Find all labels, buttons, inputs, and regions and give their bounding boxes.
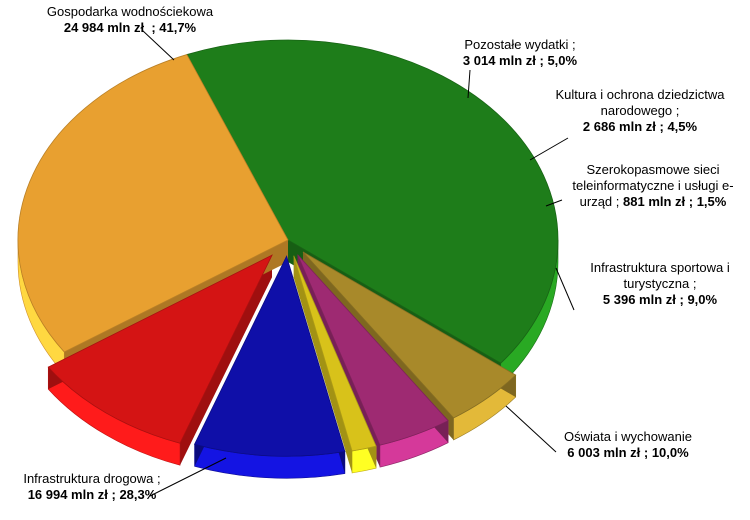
leader-line-6	[149, 457, 227, 497]
slice-name: Kultura i ochrona dziedzictwa	[555, 87, 725, 102]
slice-3	[293, 255, 377, 452]
slice-name-cont: urząd ;	[579, 194, 620, 209]
slice-value: 5 396 mln zł ; 9,0%	[602, 292, 718, 307]
slice-name: Szerokopasmowe sieci	[586, 162, 720, 177]
slice-value: 6 003 mln zł ; 10,0%	[567, 445, 689, 460]
label-infrastruktura-drogowa: Infrastruktura drogowa ; 16 994 mln zł ;…	[2, 471, 182, 503]
leader-line-3	[545, 199, 563, 207]
leader-line-5	[505, 405, 557, 453]
slice-cut-face	[180, 255, 273, 466]
label-pozostale-wydatki: Pozostałe wydatki ; 3 014 mln zł ; 5,0%	[440, 37, 600, 69]
slice-name: Pozostałe wydatki ;	[464, 37, 576, 52]
leader-line-1	[467, 69, 471, 99]
slice-name-cont: narodowego ;	[600, 103, 680, 118]
slice-name: Oświata i wychowanie	[564, 429, 692, 444]
leader-line-0	[141, 29, 175, 61]
slice-value: 881 mln zł ; 1,5%	[623, 194, 727, 209]
label-kultura: Kultura i ochrona dziedzictwa narodowego…	[530, 87, 750, 135]
slice-value: 24 984 mln zł	[63, 20, 145, 35]
slice-name: Gospodarka wodnościekowa	[46, 4, 214, 19]
slice-name: Infrastruktura drogowa ;	[23, 471, 161, 486]
slice-percent: ; 41,7%	[151, 20, 197, 35]
slice-name-cont: turystyczna ;	[623, 276, 697, 291]
leader-lines	[141, 29, 575, 497]
leader-line-2	[529, 137, 569, 161]
slice-2	[297, 254, 449, 446]
leader-line-4	[555, 267, 575, 311]
pie-tops	[17, 39, 559, 457]
slice-value: 2 686 mln zł ; 4,5%	[582, 119, 698, 134]
slice-name: Infrastruktura sportowa i	[590, 260, 730, 275]
slice-0	[186, 39, 559, 364]
slice-1	[302, 251, 517, 419]
slice-name-cont: teleinformatyczne i usługi e-	[572, 178, 734, 193]
label-szerokopasmowe: Szerokopasmowe sieci teleinformatyczne i…	[556, 162, 750, 210]
slice-6	[17, 54, 289, 353]
label-oswiata: Oświata i wychowanie 6 003 mln zł ; 10,0…	[540, 429, 716, 461]
slice-5	[47, 254, 273, 444]
label-infrastruktura-sportowa: Infrastruktura sportowa i turystyczna ; …	[572, 260, 748, 308]
slice-4	[194, 255, 346, 457]
label-gospodarka-wodnosciekowa: Gospodarka wodnościekowa 24 984 mln zł ;…	[10, 4, 250, 36]
slice-value: 3 014 mln zł ; 5,0%	[462, 53, 578, 68]
slice-cut-face	[293, 255, 353, 474]
slice-value: 16 994 mln zł ; 28,3%	[27, 487, 157, 502]
